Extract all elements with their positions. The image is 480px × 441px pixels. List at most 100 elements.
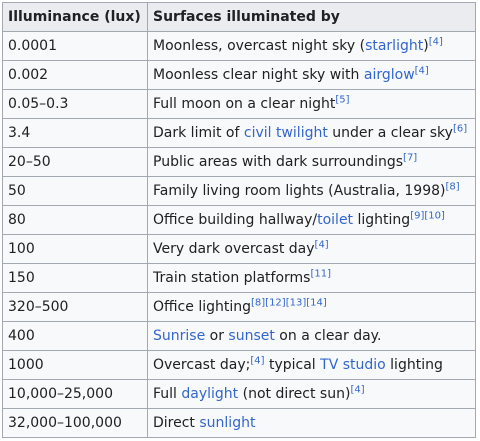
table-row: 3.4 Dark limit of civil twilight under a … — [2, 118, 476, 148]
wiki-link[interactable]: starlight — [365, 38, 424, 54]
citation-link[interactable]: [4] — [250, 355, 265, 367]
surface-cell: Family living room lights (Australia, 19… — [147, 176, 476, 206]
column-header-illuminance[interactable]: Illuminance (lux) — [2, 2, 148, 32]
description-text: ) — [423, 38, 429, 54]
citation-ref: [6] — [453, 123, 467, 134]
surface-cell: Overcast day;[4] typical TV studio light… — [147, 350, 476, 380]
description-text: on a clear day. — [274, 328, 382, 344]
surface-cell: Dark limit of civil twilight under a cle… — [147, 118, 476, 148]
table-row: 100 Very dark overcast day[4] — [2, 234, 476, 264]
description-text: lighting — [385, 357, 443, 373]
citation-ref: [8][12][13][14] — [251, 297, 327, 308]
table-row: 0.05–0.3 Full moon on a clear night[5] — [2, 89, 476, 119]
table-row: 320–500 Office lighting[8][12][13][14] — [2, 292, 476, 322]
citation-ref: [4] — [250, 355, 264, 366]
table-row: 80 Office building hallway/toilet lightin… — [2, 205, 476, 235]
description-text: Very dark overcast day — [153, 241, 315, 257]
citation-ref: [4] — [350, 384, 364, 395]
description-text: lighting — [353, 212, 411, 228]
table-body: 0.0001 Moonless, overcast night sky (star… — [2, 31, 476, 438]
surface-cell: Very dark overcast day[4] — [147, 234, 476, 264]
description-text: or — [205, 328, 229, 344]
wiki-link[interactable]: daylight — [181, 386, 239, 402]
wiki-link[interactable]: airglow — [363, 67, 415, 83]
illuminance-cell: 1000 — [2, 350, 148, 380]
illuminance-cell: 0.002 — [2, 60, 148, 90]
surface-cell: Moonless clear night sky with airglow[4] — [147, 60, 476, 90]
description-text: Moonless, overcast night sky ( — [153, 38, 366, 54]
citation-ref: [5] — [335, 94, 349, 105]
description-text: Office building hallway/ — [153, 212, 318, 228]
surface-cell: Office lighting[8][12][13][14] — [147, 292, 476, 322]
wiki-link[interactable]: toilet — [317, 212, 354, 228]
description-text: Office lighting — [153, 299, 251, 315]
surface-cell: Office building hallway/toilet lighting[… — [147, 205, 476, 235]
table-row: 32,000–100,000 Direct sunlight — [2, 408, 476, 438]
illuminance-cell: 50 — [2, 176, 148, 206]
citation-link[interactable]: [8][12][13][14] — [251, 297, 327, 309]
wiki-link[interactable]: sunlight — [199, 415, 256, 431]
surface-cell: Direct sunlight — [147, 408, 476, 438]
wiki-link[interactable]: sunset — [228, 328, 275, 344]
citation-ref: [7] — [403, 152, 417, 163]
illuminance-cell: 32,000–100,000 — [2, 408, 148, 438]
citation-link[interactable]: [11] — [310, 268, 331, 280]
description-text: Full — [153, 386, 182, 402]
illuminance-cell: 20–50 — [2, 147, 148, 177]
illuminance-cell: 400 — [2, 321, 148, 351]
citation-ref: [9][10] — [410, 210, 445, 221]
wiki-link[interactable]: Sunrise — [153, 328, 206, 344]
header-row: Illuminance (lux) Surfaces illuminated b… — [2, 2, 476, 32]
citation-ref: [11] — [310, 268, 331, 279]
illuminance-cell: 10,000–25,000 — [2, 379, 148, 409]
description-text: Overcast day; — [153, 357, 251, 373]
description-text: Direct — [153, 415, 200, 431]
citation-ref: [8] — [445, 181, 459, 192]
table-row: 10,000–25,000 Full daylight (not direct s… — [2, 379, 476, 409]
illuminance-cell: 320–500 — [2, 292, 148, 322]
surface-cell: Full moon on a clear night[5] — [147, 89, 476, 119]
illuminance-cell: 0.05–0.3 — [2, 89, 148, 119]
illuminance-cell: 150 — [2, 263, 148, 293]
citation-link[interactable]: [7] — [403, 152, 418, 164]
surface-cell: Full daylight (not direct sun)[4] — [147, 379, 476, 409]
surface-cell: Sunrise or sunset on a clear day. — [147, 321, 476, 351]
table-row: 400 Sunrise or sunset on a clear day. — [2, 321, 476, 351]
citation-link[interactable]: [4] — [414, 65, 429, 77]
citation-ref: [4] — [315, 239, 329, 250]
surface-cell: Public areas with dark surroundings[7] — [147, 147, 476, 177]
citation-link[interactable]: [9][10] — [410, 210, 445, 222]
description-text: (not direct sun) — [238, 386, 351, 402]
table-row: 150 Train station platforms[11] — [2, 263, 476, 293]
citation-link[interactable]: [4] — [314, 239, 329, 251]
description-text: Train station platforms — [153, 270, 311, 286]
description-text: Moonless clear night sky with — [153, 67, 364, 83]
surface-cell: Train station platforms[11] — [147, 263, 476, 293]
illuminance-cell: 3.4 — [2, 118, 148, 148]
table-row: 0.002 Moonless clear night sky with airgl… — [2, 60, 476, 90]
wiki-link[interactable]: TV studio — [320, 357, 386, 373]
description-text: Dark limit of — [153, 125, 244, 141]
citation-link[interactable]: [6] — [452, 123, 468, 135]
table-row: 0.0001 Moonless, overcast night sky (star… — [2, 31, 476, 61]
illuminance-cell: 80 — [2, 205, 148, 235]
citation-link[interactable]: [5] — [335, 94, 350, 106]
citation-ref: [4] — [415, 65, 429, 76]
wiki-link[interactable]: civil twilight — [243, 125, 328, 141]
description-text: under a clear sky — [327, 125, 453, 141]
table-row: 50 Family living room lights (Australia, … — [2, 176, 476, 206]
illuminance-cell: 100 — [2, 234, 148, 264]
citation-ref: [4] — [429, 36, 443, 47]
illuminance-table: Illuminance (lux) Surfaces illuminated b… — [2, 2, 476, 438]
description-text: Public areas with dark surroundings — [153, 154, 404, 170]
citation-link[interactable]: [4] — [350, 384, 365, 396]
citation-link[interactable]: [8] — [445, 181, 460, 193]
table-row: 20–50 Public areas with dark surroundings… — [2, 147, 476, 177]
description-text: typical — [264, 357, 321, 373]
description-text: Family living room lights (Australia, 19… — [153, 183, 446, 199]
table-row: 1000 Overcast day;[4] typical TV studio l… — [2, 350, 476, 380]
illuminance-cell: 0.0001 — [2, 31, 148, 61]
surface-cell: Moonless, overcast night sky (starlight)… — [147, 31, 476, 61]
column-header-surfaces[interactable]: Surfaces illuminated by — [147, 2, 476, 32]
citation-link[interactable]: [4] — [428, 36, 443, 48]
